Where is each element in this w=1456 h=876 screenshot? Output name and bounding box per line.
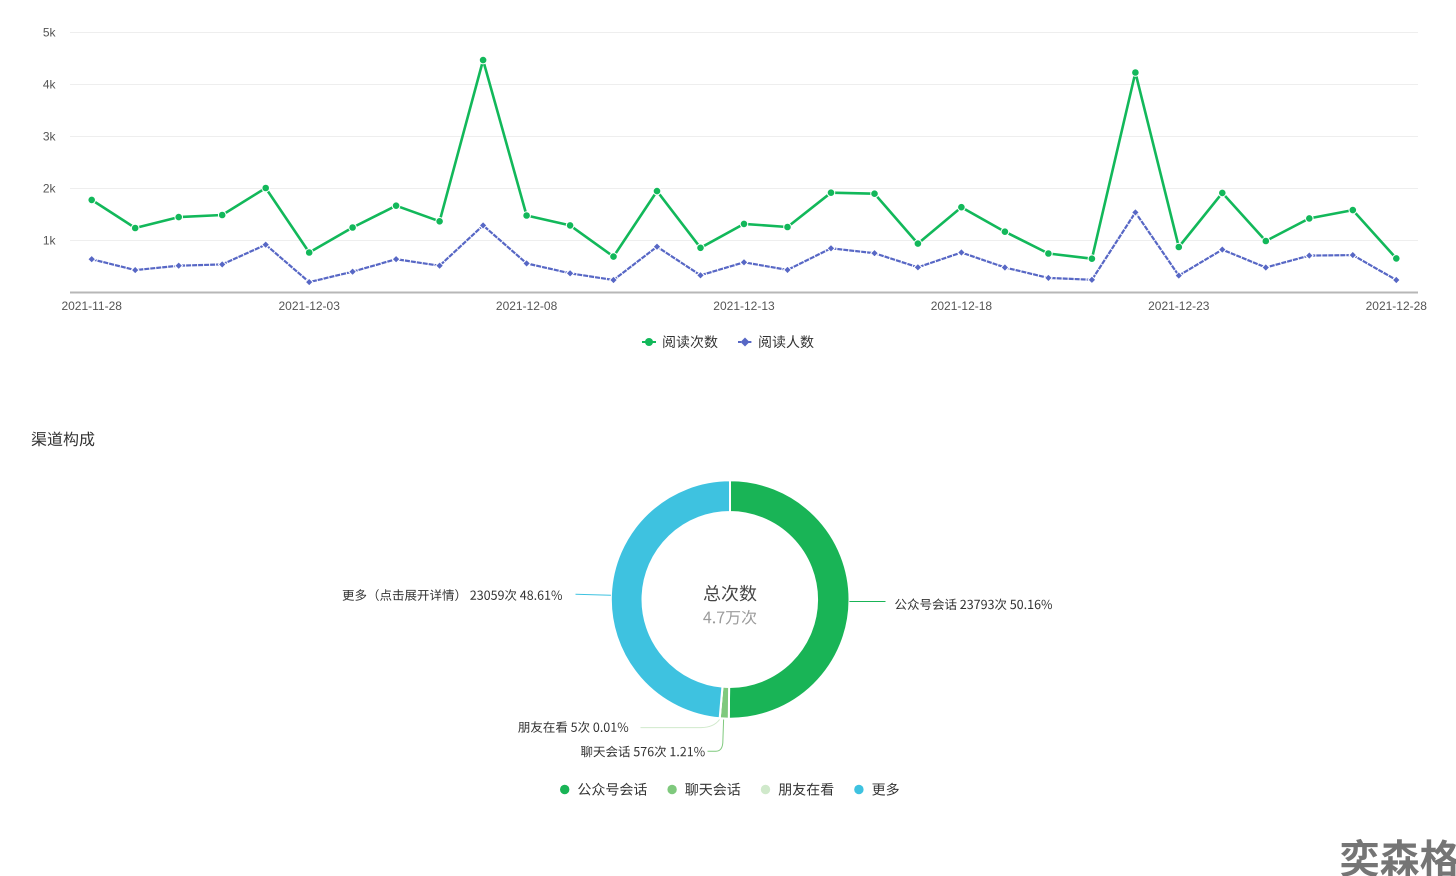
svg-text:2021-12-28: 2021-12-28 <box>1366 299 1428 313</box>
svg-text:2k: 2k <box>43 182 57 196</box>
svg-text:4k: 4k <box>43 78 57 92</box>
svg-text:2021-12-08: 2021-12-08 <box>496 299 558 313</box>
svg-text:2021-12-13: 2021-12-13 <box>713 299 775 313</box>
svg-text:3k: 3k <box>43 130 57 144</box>
svg-text:2021-12-23: 2021-12-23 <box>1148 299 1210 313</box>
svg-text:2021-12-18: 2021-12-18 <box>931 299 993 313</box>
svg-text:1k: 1k <box>43 234 57 248</box>
svg-text:2021-12-03: 2021-12-03 <box>279 299 341 313</box>
svg-text:2021-11-28: 2021-11-28 <box>61 299 122 313</box>
svg-text:5k: 5k <box>43 26 57 40</box>
